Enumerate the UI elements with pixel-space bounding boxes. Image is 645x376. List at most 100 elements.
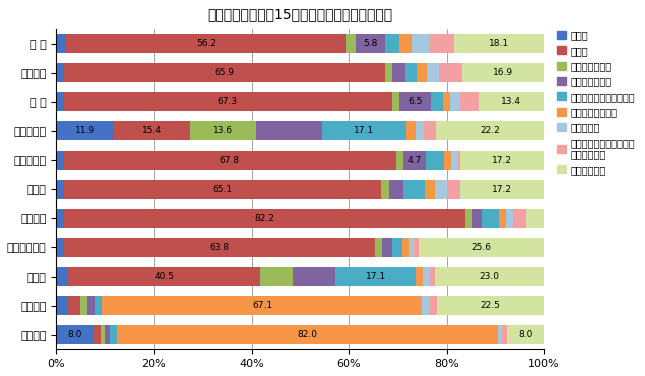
Text: 5.8: 5.8 [363,39,377,48]
Bar [256,121,322,140]
Bar [419,238,544,257]
Bar [66,34,346,53]
Bar [450,92,461,111]
Bar [64,209,464,228]
Text: 15.4: 15.4 [142,126,162,135]
Text: 25.6: 25.6 [471,243,491,252]
Bar [499,209,506,228]
Text: 6.5: 6.5 [408,97,422,106]
Bar [414,238,419,257]
Bar [64,180,381,199]
Bar [437,296,544,315]
Bar [68,296,80,315]
Text: 65.1: 65.1 [212,185,233,194]
Text: 67.3: 67.3 [218,97,238,106]
Bar [431,92,443,111]
Bar [472,209,482,228]
Bar [56,209,64,228]
Bar [56,92,64,111]
Bar [416,121,424,140]
Text: 17.1: 17.1 [354,126,374,135]
Bar [117,325,498,344]
Bar [461,92,479,111]
Bar [430,34,454,53]
Bar [346,34,355,53]
Bar [461,180,544,199]
Text: 23.0: 23.0 [480,272,500,281]
Bar [392,63,404,82]
Bar [403,180,425,199]
Bar [404,151,426,170]
Bar [382,238,392,257]
Bar [64,63,385,82]
Bar [404,63,417,82]
Bar [64,151,396,170]
Bar [68,267,260,286]
Bar [422,296,430,315]
Bar [56,63,64,82]
Bar [435,180,447,199]
Text: 67.8: 67.8 [220,156,240,165]
Text: 56.2: 56.2 [196,39,216,48]
Bar [80,296,88,315]
Bar [56,267,68,286]
Bar [396,151,404,170]
Bar [190,121,256,140]
Text: 11.9: 11.9 [75,126,95,135]
Bar [102,296,422,315]
Bar [426,63,439,82]
Text: 13.4: 13.4 [501,97,521,106]
Bar [451,151,459,170]
Text: 40.5: 40.5 [154,272,174,281]
Bar [381,180,388,199]
Bar [399,92,431,111]
Bar [392,238,402,257]
Text: 82.0: 82.0 [297,330,317,339]
Bar [388,180,403,199]
Bar [322,121,406,140]
Bar [260,267,293,286]
Bar [56,325,94,344]
Bar [507,325,544,344]
Text: 13.6: 13.6 [213,126,233,135]
Bar [56,34,66,53]
Bar [56,238,64,257]
Bar [375,238,382,257]
Text: 65.9: 65.9 [214,68,235,77]
Bar [355,34,384,53]
Bar [502,325,507,344]
Bar [443,92,450,111]
Bar [110,325,117,344]
Bar [462,63,544,82]
Bar [392,92,399,111]
Bar [417,63,426,82]
Text: 8.0: 8.0 [519,330,533,339]
Bar [114,121,190,140]
Bar [460,151,544,170]
Bar [384,34,399,53]
Bar [444,151,451,170]
Bar [435,267,544,286]
Bar [402,238,409,257]
Bar [412,34,430,53]
Bar [293,267,335,286]
Text: 8.0: 8.0 [68,330,82,339]
Bar [506,209,513,228]
Text: 17.1: 17.1 [366,272,386,281]
Bar [416,267,423,286]
Text: 17.2: 17.2 [492,185,512,194]
Bar [64,92,392,111]
Bar [436,121,544,140]
Bar [498,325,502,344]
Bar [479,92,544,111]
Bar [430,296,437,315]
Bar [88,296,95,315]
Text: 67.1: 67.1 [252,301,272,310]
Text: 16.9: 16.9 [493,68,513,77]
Bar [385,63,392,82]
Bar [335,267,416,286]
Bar [56,296,68,315]
Bar [425,180,435,199]
Title: 産業（大分類）別15歳以上外国人就業者の割合: 産業（大分類）別15歳以上外国人就業者の割合 [208,7,393,21]
Text: 22.2: 22.2 [480,126,500,135]
